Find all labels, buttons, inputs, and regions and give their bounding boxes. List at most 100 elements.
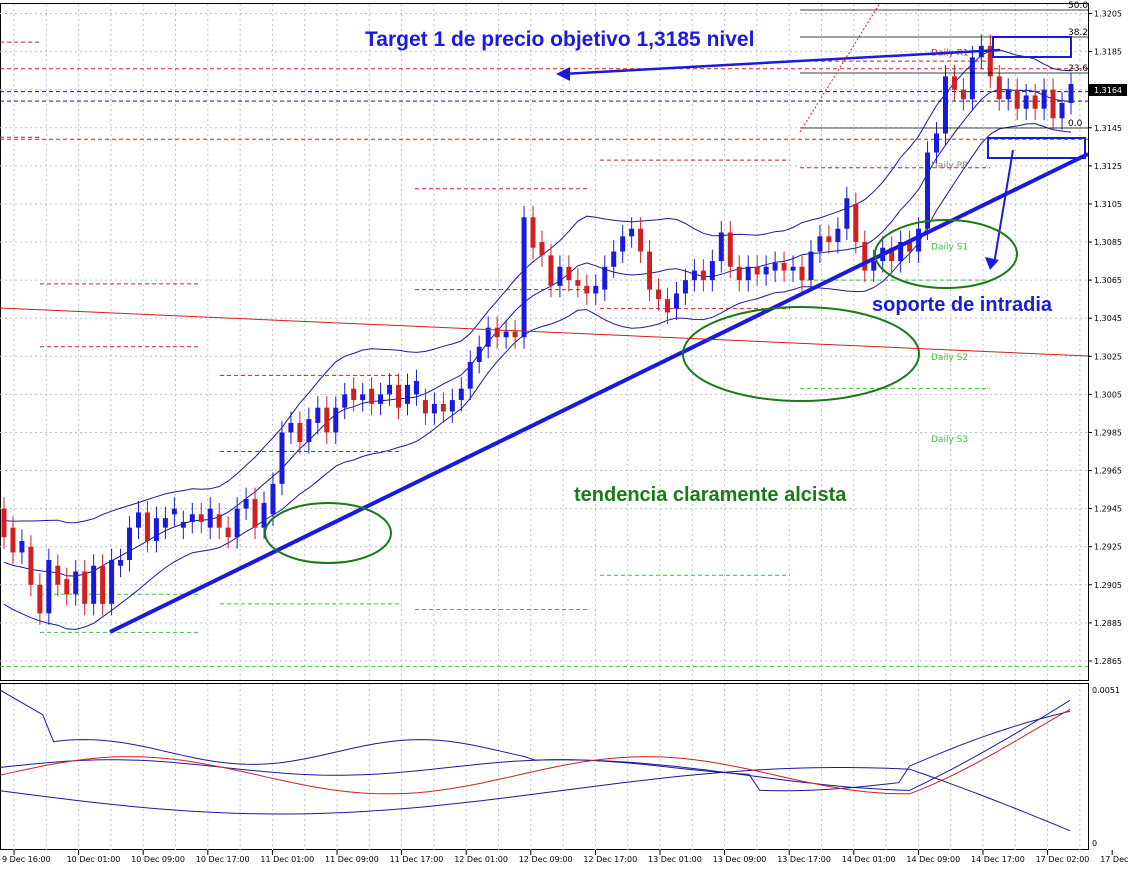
indicator-panel-frame <box>0 683 1089 850</box>
candle-body <box>46 560 52 614</box>
candle-body <box>611 251 617 267</box>
candle-body <box>180 521 186 528</box>
candle-body <box>871 261 877 271</box>
candle-body <box>91 565 97 604</box>
support-ellipse-3[interactable] <box>874 219 1018 289</box>
candle-body <box>315 407 321 423</box>
candle-body <box>1023 95 1029 109</box>
candle-body <box>476 346 482 362</box>
candle-body <box>539 242 545 256</box>
candle-body <box>64 579 70 595</box>
support-trendline[interactable] <box>109 152 1089 634</box>
candle-body <box>324 407 330 433</box>
osc-lower <box>0 767 1071 832</box>
time-tick-label: 10 Dec 17:00 <box>196 855 250 864</box>
candle-body <box>234 508 240 538</box>
price-tick-label: 1.2965 <box>1094 467 1122 476</box>
candle-body <box>736 266 742 281</box>
price-tick-label: 1.3025 <box>1094 352 1122 361</box>
horizontal-level-lines <box>0 41 1088 668</box>
candle-body <box>727 232 733 267</box>
candle-body <box>575 280 581 286</box>
candle-body <box>557 266 563 286</box>
price-tick-label: 1.2885 <box>1094 619 1122 628</box>
time-tick-label: 17 Dec 02:00 <box>1036 855 1090 864</box>
horizontal-red-line <box>0 307 1089 357</box>
price-panel-frame <box>0 3 1089 681</box>
candle-body <box>225 527 231 538</box>
time-tick-label: 13 Dec 09:00 <box>713 855 767 864</box>
target-arrow-head <box>556 67 570 81</box>
candle-body <box>333 407 339 433</box>
candle-body <box>763 266 769 275</box>
bb-upper <box>3 49 1072 524</box>
time-tick-label: 17 Dec 10:00 <box>1100 855 1128 864</box>
candle-body <box>942 76 948 134</box>
trend-annotation: tendencia claramente alcista <box>574 484 847 506</box>
candle-body <box>189 514 195 522</box>
time-tick-label: 10 Dec 01:00 <box>67 855 121 864</box>
support-arrow-head <box>985 257 999 270</box>
candle-body <box>799 266 805 281</box>
bb-lower <box>3 123 1072 630</box>
candle-body <box>135 512 141 528</box>
candle-body <box>404 384 410 404</box>
candle-body <box>987 45 993 77</box>
price-tick-label: 1.2905 <box>1094 581 1122 590</box>
candle-body <box>252 499 258 528</box>
indicator-max-label: 0.0051 <box>1092 686 1120 695</box>
candle-body <box>781 262 787 271</box>
candle-body <box>387 384 393 395</box>
candle-body <box>969 57 975 100</box>
price-tick-label: 1.2925 <box>1094 543 1122 552</box>
candle-body <box>593 285 599 294</box>
candle-body <box>530 217 536 248</box>
candle-body <box>1014 89 1020 109</box>
fib-label: 50.0 <box>1068 1 1088 11</box>
candle-body <box>853 203 859 243</box>
fib-label: 23.6 <box>1068 64 1088 74</box>
time-tick-label: 12 Dec 09:00 <box>519 855 573 864</box>
price-tick-label: 1.3065 <box>1094 276 1122 285</box>
time-tick-label: 12 Dec 17:00 <box>583 855 637 864</box>
candle-body <box>118 560 124 566</box>
candle-body <box>467 361 473 389</box>
support-ellipse-2[interactable] <box>682 306 920 402</box>
candle-body <box>109 560 115 604</box>
candle-body <box>431 403 437 414</box>
pivot-label: Daily S2 <box>931 353 968 363</box>
support-ellipse-1[interactable] <box>264 502 392 564</box>
candle-body <box>440 403 446 412</box>
time-tick-label: 14 Dec 09:00 <box>906 855 960 864</box>
candle-body <box>503 331 509 338</box>
candle-body <box>925 152 931 229</box>
candle-body <box>458 388 464 401</box>
candle-body <box>10 527 16 553</box>
price-tick-label: 1.3085 <box>1094 238 1122 247</box>
candles <box>1 34 1074 625</box>
time-tick-label: 11 Dec 01:00 <box>260 855 314 864</box>
candle-body <box>790 266 796 271</box>
candle-body <box>342 394 348 408</box>
candle-body <box>996 76 1002 100</box>
target-box[interactable] <box>992 36 1072 58</box>
candle-body <box>55 565 61 585</box>
target-annotation: Target 1 de precio objetivo 1,3185 nivel <box>365 28 754 51</box>
support-annotation: soporte de intradia <box>872 294 1053 316</box>
candle-body <box>351 388 357 401</box>
pivot-label: Daily S3 <box>931 435 968 445</box>
price-tick-label: 1.3045 <box>1094 314 1122 323</box>
candle-body <box>82 571 88 604</box>
candle-body <box>862 242 868 271</box>
pivot-label: Daily PP <box>931 161 968 171</box>
target-arrow-line[interactable] <box>561 48 1001 76</box>
support-box[interactable] <box>987 137 1086 159</box>
candle-body <box>682 280 688 294</box>
candle-body <box>100 565 106 604</box>
candle-body <box>153 518 159 541</box>
price-tick-label: 1.2865 <box>1094 657 1122 666</box>
price-tick-label: 1.2945 <box>1094 505 1122 514</box>
candle-body <box>602 266 608 290</box>
candle-body <box>396 384 402 408</box>
candle-body <box>566 266 572 281</box>
